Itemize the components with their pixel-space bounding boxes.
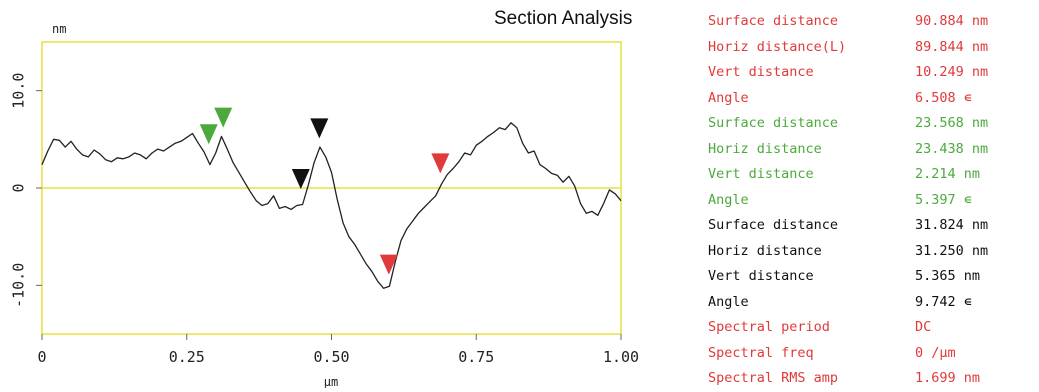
measurement-row: Angle 5.397 ∊ [708,188,1039,214]
cursor-marker[interactable] [214,107,233,128]
measurement-value: 31.824 nm [915,217,989,233]
x-tick-label: 0.75 [458,348,494,366]
y-tick-label: 0 [10,183,28,192]
measurement-label: Horiz distance [708,242,822,259]
measurement-value: 31.250 nm [915,242,989,259]
measurement-row: Spectral period DC [708,315,1039,341]
measurement-row: Angle 9.742 ∊ [708,290,1039,316]
profile-line [41,122,622,289]
measurement-value: 2.214 nm [915,166,981,182]
x-axis-ticks: 0 0.25 0.50 0.75 1.00 [37,334,639,366]
measurement-value: 0 /µm [915,344,956,361]
cursor-marker[interactable] [310,118,329,139]
measurement-label: Spectral period [708,319,830,335]
cursor-marker[interactable] [291,169,310,189]
measurement-label: Vert distance [708,268,814,284]
measurement-value: 23.438 nm [915,140,989,157]
measurement-row: Vert distance 2.214 nm [708,162,1039,188]
measurement-row: Surface distance 31.824 nm [708,213,1039,239]
measurement-row: Surface distance 90.884 nm [708,9,1039,35]
measurement-value: 89.844 nm [915,38,989,55]
measurement-row: Surface distance 23.568 nm [708,111,1039,137]
x-tick-label: 0.50 [313,348,349,366]
cursor-marker[interactable] [379,254,398,275]
measurement-row: Spectral RMS amp 1.699 nm [708,366,1039,392]
measurement-label: Surface distance [708,217,839,233]
measurement-label: Vert distance [708,166,814,182]
measurement-value: 90.884 nm [915,13,989,29]
measurement-row: Vert distance 5.365 nm [708,264,1039,290]
measurement-row: Vert distance 10.249 nm [708,60,1039,86]
measurement-value: 9.742 ∊ [915,293,972,310]
cursor-marker[interactable] [199,124,218,145]
y-tick-label: -10.0 [10,263,28,308]
y-axis-unit: nm [52,22,66,36]
measurement-label: Horiz distance [708,140,822,157]
measurement-row: Horiz distance(L) 89.844 nm [708,35,1039,61]
measurement-row: Horiz distance 31.250 nm [708,239,1039,265]
measurement-value: 23.568 nm [915,115,989,131]
measurement-value: 10.249 nm [915,64,989,80]
measurement-value: 5.365 nm [915,268,981,284]
section-profile-chart: 0 0.25 0.50 0.75 1.00 10.0 0 -10.0 nm µm [10,22,640,388]
measurement-label: Surface distance [708,115,839,131]
cursor-markers [199,107,450,275]
measurement-label: Vert distance [708,64,814,80]
measurement-label: Spectral freq [708,344,814,361]
measurement-value: 6.508 ∊ [915,89,972,106]
measurement-row: Spectral freq 0 /µm [708,341,1039,367]
measurement-label: Horiz distance(L) [708,38,847,55]
chart-title: Section Analysis [494,8,633,29]
measurement-label: Angle [708,191,749,208]
measurement-row: Horiz distance 23.438 nm [708,137,1039,163]
x-tick-label: 0 [37,348,46,366]
y-tick-label: 10.0 [10,73,28,109]
measurement-value: 5.397 ∊ [915,191,972,208]
measurement-label: Angle [708,293,749,310]
measurement-value: 1.699 nm [915,370,981,386]
y-axis-ticks: 10.0 0 -10.0 [10,73,42,308]
measurement-panel: Surface distance 90.884 nm Horiz distance(… [708,9,1039,392]
cursor-marker[interactable] [431,153,450,174]
measurement-label: Surface distance [708,13,839,29]
x-tick-label: 1.00 [603,348,639,366]
measurement-label: Angle [708,89,749,106]
x-axis-unit: µm [324,375,338,388]
x-tick-label: 0.25 [169,348,205,366]
measurement-label: Spectral RMS amp [708,370,839,386]
measurement-value: DC [915,319,932,335]
measurement-row: Angle 6.508 ∊ [708,86,1039,112]
